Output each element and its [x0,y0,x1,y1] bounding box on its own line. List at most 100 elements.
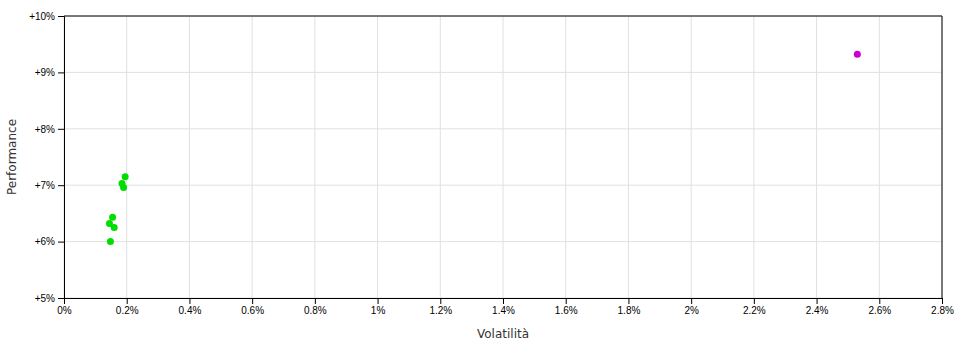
tick-label: 0% [57,305,72,316]
tick-label: 1% [371,305,386,316]
tick: +6% [35,236,64,247]
tick-mark [58,298,64,299]
tick: 1.4% [492,298,515,316]
tick-mark [58,242,64,243]
tick-label: 0.2% [116,305,139,316]
tick-label: 1.4% [492,305,515,316]
tick-mark [315,298,316,304]
tick-label: 2.6% [868,305,891,316]
grid-line-x [314,16,315,298]
axis-line [65,299,943,305]
axis-line [58,17,65,299]
x-axis-title: Volatilità [477,327,529,341]
tick-label: +6% [35,236,55,247]
tick: 2.8% [931,298,954,316]
points [106,51,861,245]
tick-mark [754,298,755,304]
tick: +9% [35,67,64,78]
tick: +5% [35,293,64,304]
grid-line-y [64,241,942,242]
series [106,173,129,245]
tick: 1% [371,298,386,316]
point [122,173,129,180]
tick-mark [817,298,818,304]
series [854,51,861,58]
grid-line-x [565,16,566,298]
tick-label: 1.6% [555,305,578,316]
tick-mark [628,298,629,304]
tick-label: 1.2% [429,305,452,316]
tick-label: +9% [35,67,55,78]
y-axis-title: Performance [5,119,19,195]
grid-line-x [377,16,378,298]
tick-mark [127,298,128,304]
tick-mark [566,298,567,304]
tick: 0% [57,298,72,316]
grid-line-x [503,16,504,298]
tick: 1.8% [618,298,641,316]
tick-mark [879,298,880,304]
tick-mark [378,298,379,304]
point [120,184,127,191]
tick: 0.8% [304,298,327,316]
tick: 2.4% [806,298,829,316]
tick-mark [503,298,504,304]
grid-line-y [64,128,942,129]
tick: 2% [684,298,699,316]
grid-line-x [816,16,817,298]
tick-mark [691,298,692,304]
grid-line-y [64,72,942,73]
frame [64,16,942,17]
tick-mark [440,298,441,304]
tick-mark [189,298,190,304]
tick: 0.2% [116,298,139,316]
grid-line-y [64,16,942,17]
plot: 0% 0.2% 0.4% 0.6% 0.8% 1% 1.2% 1.4% 1.6% 1.8% 2% 2.… [29,11,954,316]
tick-label: 0.6% [241,305,264,316]
tick-label: 0.4% [179,305,202,316]
grid-line-x [628,16,629,298]
tick-label: +5% [35,293,55,304]
tick-label: +8% [35,124,55,135]
tick: 2.2% [743,298,766,316]
tick-label: 2.2% [743,305,766,316]
tick-label: 2.4% [806,305,829,316]
tick: +8% [35,124,64,135]
x-axis: 0% 0.2% 0.4% 0.6% 0.8% 1% 1.2% 1.4% 1.6% 1.8% 2% 2.… [57,298,954,316]
grid-line-x [691,16,692,298]
grid-line-y [64,185,942,186]
tick: 1.6% [555,298,578,316]
tick: 2.6% [868,298,891,316]
tick: 0.6% [241,298,264,316]
grid-line-x [942,16,943,298]
tick-mark [942,298,943,304]
tick-mark [58,72,64,73]
grid-line-x [879,16,880,298]
tick-label: 2.8% [931,305,954,316]
tick: 1.2% [429,298,452,316]
point [107,238,114,245]
tick-label: 1.8% [618,305,641,316]
tick-mark [58,129,64,130]
chart: 0% 0.2% 0.4% 0.6% 0.8% 1% 1.2% 1.4% 1.6% 1.8% 2% 2.… [0,0,966,350]
grid-line-x [126,16,127,298]
point [854,51,861,58]
tick-mark [58,185,64,186]
tick: 0.4% [179,298,202,316]
grid-line-x [252,16,253,298]
frame [942,16,943,298]
tick-label: 0.8% [304,305,327,316]
grid-line-x [189,16,190,298]
tick-mark [58,16,64,17]
tick: +10% [29,11,64,22]
tick: +7% [35,180,64,191]
point [109,214,116,221]
y-axis: +5% +6% +7% +8% +9% +10% [29,11,64,304]
grid-line-x [440,16,441,298]
point [111,224,118,231]
grid-line-x [753,16,754,298]
tick-label: +10% [29,11,55,22]
tick-label: +7% [35,180,55,191]
tick-label: 2% [684,305,699,316]
tick-mark [252,298,253,304]
